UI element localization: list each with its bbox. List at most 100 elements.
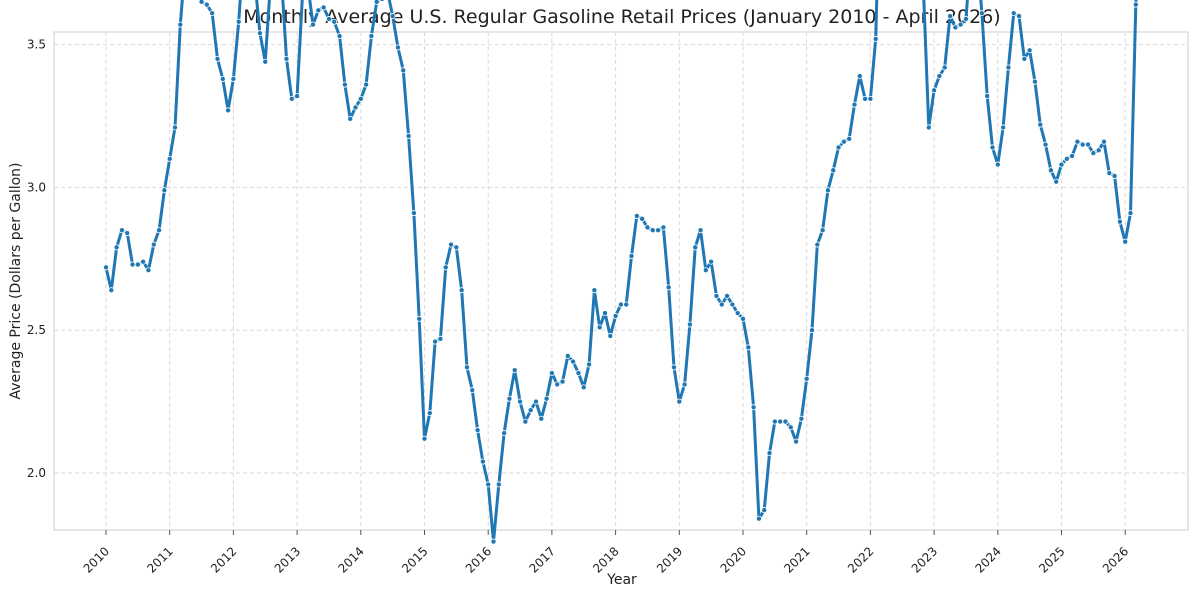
data-point [989, 144, 996, 151]
data-point [400, 67, 407, 74]
data-point [814, 241, 821, 248]
data-point [522, 418, 529, 425]
data-point [952, 24, 959, 31]
data-point [357, 95, 364, 102]
data-point [219, 75, 226, 82]
data-point [548, 370, 555, 377]
data-point [124, 230, 131, 237]
data-point [1047, 167, 1054, 174]
data-point [495, 481, 502, 488]
data-point [294, 93, 301, 100]
data-point [740, 315, 747, 322]
data-point [1095, 147, 1102, 154]
data-point [103, 264, 110, 271]
data-point [1132, 1, 1139, 8]
x-tick-label: 2015 [399, 544, 430, 575]
data-point [532, 398, 539, 405]
data-point [670, 364, 677, 371]
data-point [458, 287, 465, 294]
data-point [793, 438, 800, 445]
data-point [936, 73, 943, 80]
data-point [506, 395, 513, 402]
data-point [644, 224, 651, 231]
data-point [1037, 121, 1044, 128]
data-point [734, 310, 741, 317]
data-point [655, 227, 662, 234]
data-point [283, 55, 290, 62]
chart-title: Monthly Average U.S. Regular Gasoline Re… [243, 6, 1000, 28]
data-point [718, 301, 725, 308]
data-point [1000, 124, 1007, 131]
data-point [681, 381, 688, 388]
data-point [639, 215, 646, 222]
data-point [320, 4, 327, 11]
data-point [389, 13, 396, 20]
data-point [1090, 150, 1097, 157]
data-point [809, 327, 816, 334]
data-point [633, 212, 640, 219]
x-tick-label: 2019 [654, 544, 685, 575]
data-point [596, 324, 603, 331]
data-point [368, 33, 375, 40]
data-point [856, 73, 863, 80]
data-point [288, 95, 295, 102]
x-tick-label: 2012 [208, 544, 239, 575]
data-point [777, 418, 784, 425]
data-point [214, 55, 221, 62]
y-axis-tick-labels: 2.02.53.03.54.04.55.0 [27, 38, 46, 480]
data-point [612, 312, 619, 319]
data-point [410, 210, 417, 217]
data-point [782, 418, 789, 425]
data-point [771, 418, 778, 425]
data-point [235, 18, 242, 25]
data-point [474, 427, 481, 434]
x-axis-title: Year [606, 572, 637, 588]
data-point [453, 244, 460, 251]
data-point [1010, 10, 1017, 17]
data-point [978, 10, 985, 17]
data-point [511, 367, 518, 374]
data-point [867, 95, 874, 102]
data-point [872, 35, 879, 42]
y-tick-label: 2.5 [27, 323, 46, 337]
data-point [145, 267, 152, 274]
data-point [660, 224, 667, 231]
data-point [230, 75, 237, 82]
x-tick-label: 2016 [463, 544, 494, 575]
data-point [113, 244, 120, 251]
data-point [1026, 47, 1033, 54]
data-point [352, 104, 359, 111]
data-point [479, 458, 486, 465]
data-point [819, 227, 826, 234]
data-point [1042, 141, 1049, 148]
data-point [601, 310, 608, 317]
data-point [426, 410, 433, 417]
data-point [310, 21, 317, 28]
data-point [262, 58, 269, 65]
data-point [692, 244, 699, 251]
data-point [713, 292, 720, 299]
data-point [623, 301, 630, 308]
data-point [490, 538, 497, 545]
x-tick-label: 2023 [909, 544, 940, 575]
data-point [628, 252, 635, 259]
data-point [755, 515, 762, 522]
x-tick-label: 2025 [1036, 544, 1067, 575]
data-point [1079, 141, 1086, 148]
data-point [379, 0, 385, 2]
horizontal-gridlines [54, 44, 1188, 474]
x-tick-label: 2021 [781, 544, 812, 575]
y-tick-label: 3.5 [27, 38, 46, 52]
data-point [501, 430, 508, 437]
data-point [1074, 138, 1081, 145]
data-point [347, 115, 354, 122]
data-point [957, 21, 964, 28]
data-point [607, 332, 614, 339]
data-point [941, 64, 948, 71]
x-axis-tick-labels: 2010 2011 2012 2013 2014 2015 2016 2017 2018 2019… [81, 544, 1132, 575]
data-point [1116, 218, 1123, 225]
data-point [209, 10, 216, 17]
data-point [448, 241, 455, 248]
x-tick-label: 2026 [1100, 544, 1131, 575]
x-tick-label: 2011 [144, 544, 175, 575]
